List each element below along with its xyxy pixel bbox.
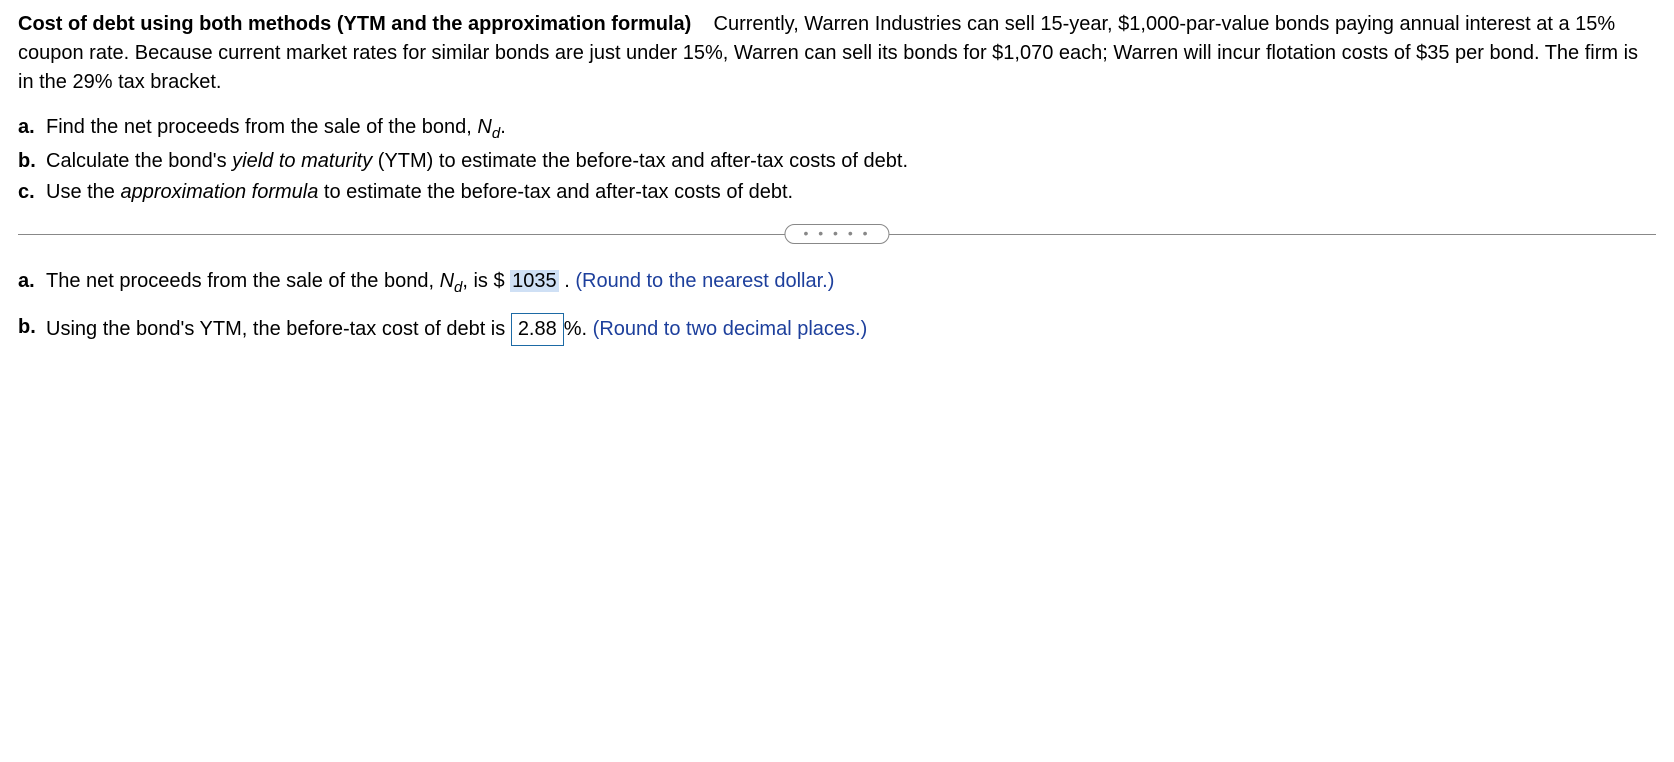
question-a-post: . bbox=[500, 116, 506, 138]
question-c-label: c. bbox=[18, 178, 46, 207]
question-b-label: b. bbox=[18, 147, 46, 176]
answer-a-text: The net proceeds from the sale of the bo… bbox=[46, 267, 1656, 299]
answer-b: b. Using the bond's YTM, the before-tax … bbox=[18, 313, 1656, 346]
question-a: a. Find the net proceeds from the sale o… bbox=[18, 113, 1656, 145]
answer-b-unit: %. bbox=[564, 318, 593, 340]
question-c: c. Use the approximation formula to esti… bbox=[18, 178, 1656, 207]
answer-a: a. The net proceeds from the sale of the… bbox=[18, 267, 1656, 299]
section-divider[interactable]: • • • • • bbox=[18, 223, 1656, 245]
question-c-post: to estimate the before-tax and after-tax… bbox=[318, 181, 793, 203]
question-a-var: N bbox=[477, 116, 491, 138]
answer-a-pre: The net proceeds from the sale of the bo… bbox=[46, 270, 440, 292]
answer-a-hint: (Round to the nearest dollar.) bbox=[575, 270, 834, 292]
question-a-text: Find the net proceeds from the sale of t… bbox=[46, 113, 1656, 145]
question-b: b. Calculate the bond's yield to maturit… bbox=[18, 147, 1656, 176]
question-a-pre: Find the net proceeds from the sale of t… bbox=[46, 116, 477, 138]
question-a-label: a. bbox=[18, 113, 46, 145]
answer-a-mid: , is $ bbox=[462, 270, 510, 292]
problem-title: Cost of debt using both methods (YTM and… bbox=[18, 13, 691, 35]
divider-expand-button[interactable]: • • • • • bbox=[784, 224, 889, 244]
question-c-text: Use the approximation formula to estimat… bbox=[46, 178, 1656, 207]
answer-b-value-input[interactable]: 2.88 bbox=[511, 313, 564, 346]
question-a-varsub: d bbox=[492, 125, 500, 142]
answer-a-post: . bbox=[559, 270, 576, 292]
question-c-em: approximation formula bbox=[120, 181, 318, 203]
question-b-text: Calculate the bond's yield to maturity (… bbox=[46, 147, 1656, 176]
answer-b-pre: Using the bond's YTM, the before-tax cos… bbox=[46, 318, 511, 340]
answer-a-label: a. bbox=[18, 267, 46, 299]
answer-b-label: b. bbox=[18, 313, 46, 346]
answer-a-value[interactable]: 1035 bbox=[510, 270, 559, 292]
question-c-pre: Use the bbox=[46, 181, 120, 203]
question-b-post: (YTM) to estimate the before-tax and aft… bbox=[372, 150, 908, 172]
question-b-pre: Calculate the bond's bbox=[46, 150, 232, 172]
answer-b-hint: (Round to two decimal places.) bbox=[593, 318, 868, 340]
problem-statement: Cost of debt using both methods (YTM and… bbox=[18, 10, 1656, 97]
answer-list: a. The net proceeds from the sale of the… bbox=[18, 267, 1656, 346]
answer-b-text: Using the bond's YTM, the before-tax cos… bbox=[46, 313, 1656, 346]
question-b-em: yield to maturity bbox=[232, 150, 372, 172]
question-list: a. Find the net proceeds from the sale o… bbox=[18, 113, 1656, 207]
answer-a-var: N bbox=[440, 270, 454, 292]
